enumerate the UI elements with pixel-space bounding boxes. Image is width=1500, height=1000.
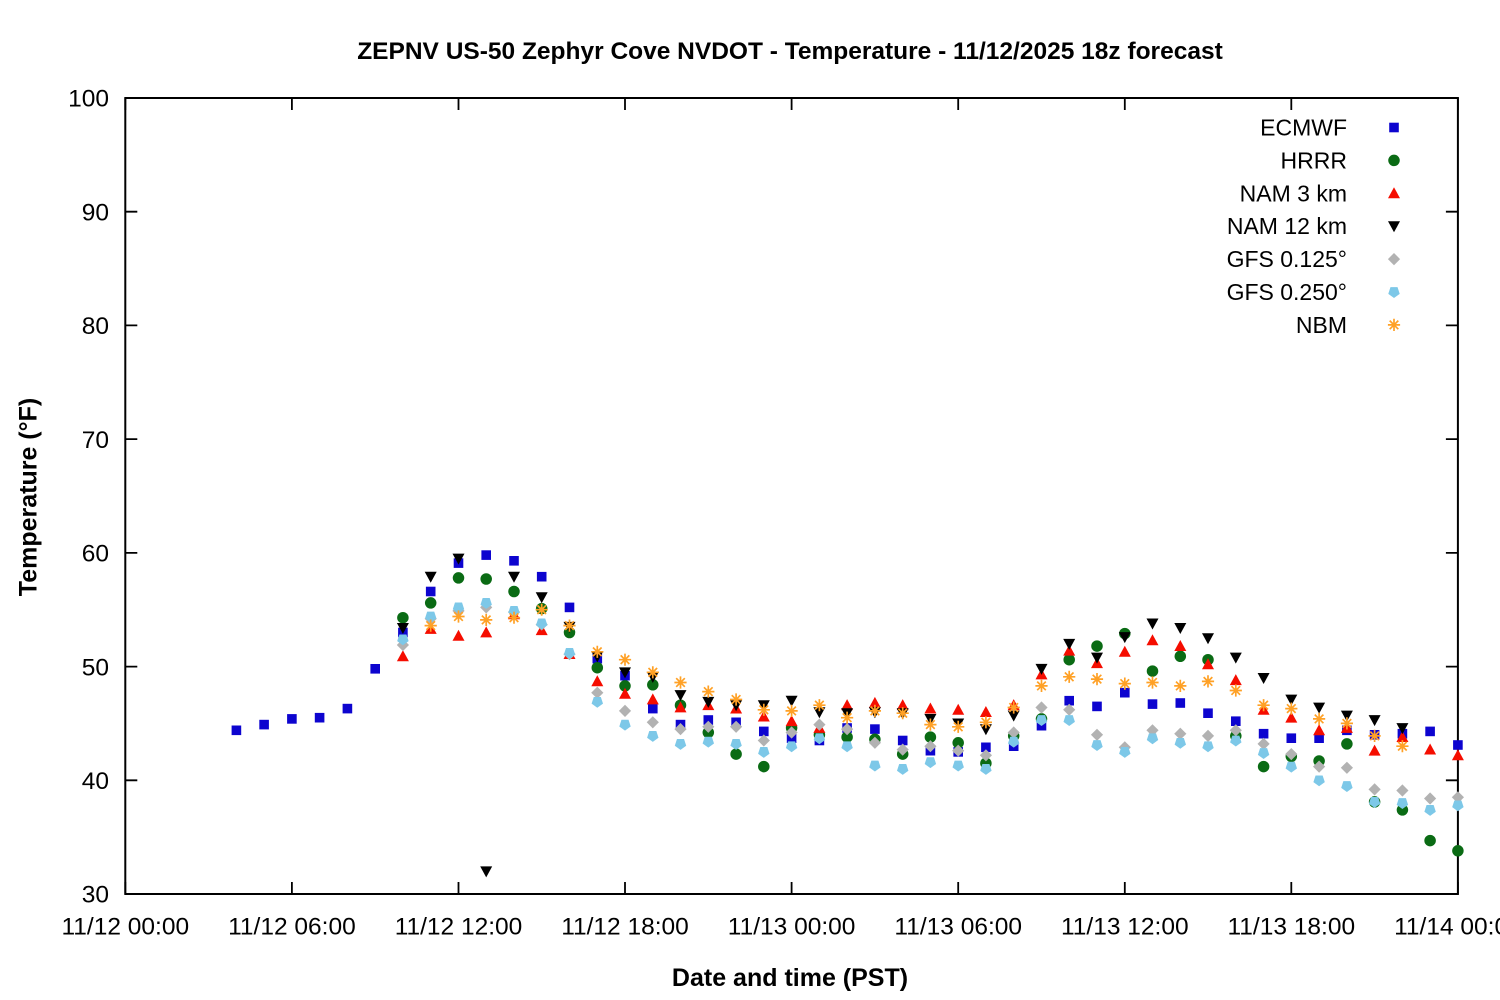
- svg-text:GFS 0.250°: GFS 0.250°: [1227, 279, 1347, 305]
- svg-text:11/13 18:00: 11/13 18:00: [1227, 914, 1355, 941]
- svg-text:HRRR: HRRR: [1281, 147, 1347, 173]
- svg-text:100: 100: [68, 86, 109, 113]
- svg-text:80: 80: [82, 313, 109, 340]
- svg-text:11/13 06:00: 11/13 06:00: [894, 914, 1022, 941]
- svg-text:50: 50: [82, 654, 109, 681]
- svg-text:ZEPNV US-50 Zephyr Cove NVDOT: ZEPNV US-50 Zephyr Cove NVDOT - Temperat…: [357, 38, 1223, 65]
- svg-text:11/14 00:00: 11/14 00:00: [1394, 914, 1500, 941]
- svg-text:11/12 18:00: 11/12 18:00: [561, 914, 689, 941]
- svg-text:11/13 12:00: 11/13 12:00: [1061, 914, 1189, 941]
- svg-text:NAM 3 km: NAM 3 km: [1240, 180, 1347, 206]
- svg-text:30: 30: [82, 882, 109, 909]
- svg-text:GFS 0.125°: GFS 0.125°: [1227, 246, 1347, 272]
- svg-text:NBM: NBM: [1296, 312, 1347, 338]
- svg-text:Temperature (°F): Temperature (°F): [15, 398, 43, 596]
- svg-text:11/12 00:00: 11/12 00:00: [61, 914, 189, 941]
- svg-text:40: 40: [82, 768, 109, 795]
- svg-text:ECMWF: ECMWF: [1260, 115, 1347, 141]
- svg-text:70: 70: [82, 427, 109, 454]
- svg-text:NAM 12 km: NAM 12 km: [1227, 213, 1347, 239]
- svg-text:90: 90: [82, 199, 109, 226]
- svg-text:11/12 12:00: 11/12 12:00: [395, 914, 523, 941]
- svg-text:Date and time (PST): Date and time (PST): [672, 964, 908, 992]
- svg-text:60: 60: [82, 541, 109, 568]
- svg-text:11/13 00:00: 11/13 00:00: [728, 914, 856, 941]
- svg-text:11/12 06:00: 11/12 06:00: [228, 914, 356, 941]
